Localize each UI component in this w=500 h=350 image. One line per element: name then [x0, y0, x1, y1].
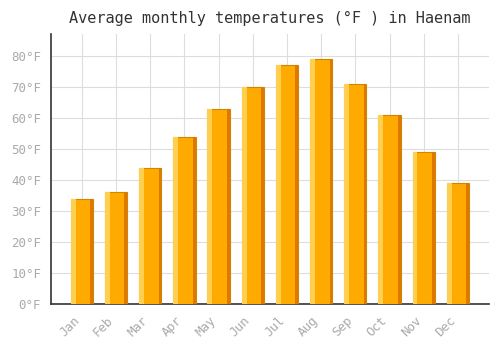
Bar	[466, 183, 469, 304]
Bar	[412, 152, 435, 304]
Bar	[70, 198, 76, 304]
Bar	[242, 87, 264, 304]
Bar	[90, 198, 93, 304]
Bar	[296, 65, 298, 304]
Bar	[105, 193, 110, 304]
Bar	[276, 65, 280, 304]
Bar	[208, 108, 230, 304]
Bar	[261, 87, 264, 304]
Bar	[330, 59, 332, 304]
Bar	[276, 65, 298, 304]
Bar	[70, 198, 93, 304]
Bar	[158, 168, 162, 304]
Bar	[139, 168, 144, 304]
Title: Average monthly temperatures (°F ) in Haenam: Average monthly temperatures (°F ) in Ha…	[69, 11, 470, 26]
Bar	[432, 152, 435, 304]
Bar	[310, 59, 332, 304]
Bar	[193, 136, 196, 304]
Bar	[344, 84, 366, 304]
Bar	[105, 193, 127, 304]
Bar	[174, 136, 178, 304]
Bar	[378, 115, 400, 304]
Bar	[227, 108, 230, 304]
Bar	[447, 183, 452, 304]
Bar	[412, 152, 418, 304]
Bar	[398, 115, 400, 304]
Bar	[344, 84, 349, 304]
Bar	[378, 115, 384, 304]
Bar	[310, 59, 315, 304]
Bar	[447, 183, 469, 304]
Bar	[174, 136, 196, 304]
Bar	[139, 168, 162, 304]
Bar	[124, 193, 127, 304]
Bar	[208, 108, 212, 304]
Bar	[242, 87, 246, 304]
Bar	[364, 84, 366, 304]
